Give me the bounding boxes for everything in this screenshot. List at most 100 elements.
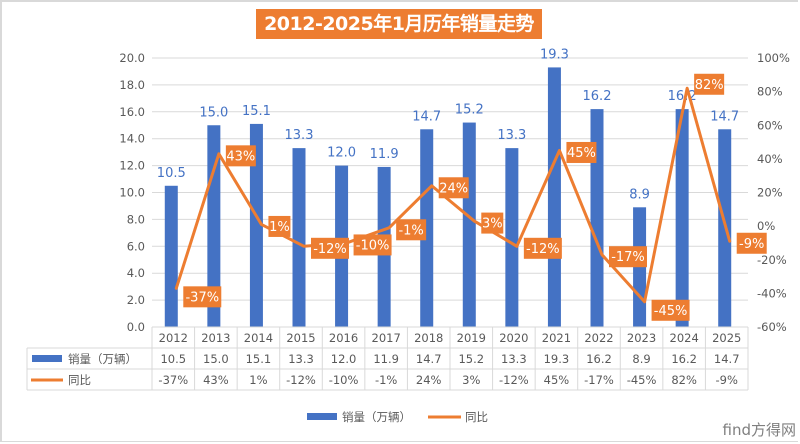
left-axis-ticks: 0.0 2.0 4.0 6.0 8.0 10.0 12.0 14.0 16.0 18.0 20.0 xyxy=(119,51,145,334)
bar xyxy=(164,185,178,327)
right-axis-tick-label: -20% xyxy=(757,253,787,267)
table-cell-yoy: 45% xyxy=(544,373,570,387)
line-data-label-text: -17% xyxy=(611,250,645,265)
line-data-label: 45% xyxy=(566,141,597,163)
line-data-label-box xyxy=(311,237,349,259)
line-data-label-text: -12% xyxy=(313,242,347,257)
category-label: 2021 xyxy=(542,331,571,345)
line-data-label: 3% xyxy=(481,212,504,234)
legend-key-bar xyxy=(307,413,337,420)
line-data-label: -9% xyxy=(736,232,767,254)
table-cell-yoy: -12% xyxy=(499,373,529,387)
line-data-label-box xyxy=(183,286,222,308)
table-cell-sales: 16.2 xyxy=(586,352,612,366)
bar xyxy=(249,123,263,327)
line-data-label: -37% xyxy=(183,286,222,308)
legend-label-sales: 销量（万辆） xyxy=(342,410,411,424)
bar xyxy=(590,109,604,327)
category-label: 2012 xyxy=(159,331,188,345)
table-cell-sales: 13.3 xyxy=(288,352,314,366)
line-data-labels: -37% 43% 1% -12% -10% -1% 24% 3% -12% 45% -17% -45%… xyxy=(183,73,767,321)
line-data-label: -1% xyxy=(396,219,427,241)
table-cell-sales: 16.2 xyxy=(671,352,697,366)
table-row-header-sales: 销量（万辆） xyxy=(68,352,137,366)
bar xyxy=(547,67,561,327)
right-axis-tick-label: 40% xyxy=(757,152,783,166)
bar-data-label: 15.0 xyxy=(199,105,228,120)
category-label: 2017 xyxy=(372,331,401,345)
table-cell-sales: 13.3 xyxy=(501,352,527,366)
line-data-label-text: 82% xyxy=(695,78,724,93)
right-axis-tick-label: 0% xyxy=(757,219,775,233)
left-axis-tick-label: 6.0 xyxy=(127,239,145,253)
line-data-label-box xyxy=(651,299,690,321)
table-cell-yoy: -1% xyxy=(375,373,397,387)
bar-data-label: 14.7 xyxy=(710,109,739,124)
line-data-label-box xyxy=(396,219,427,241)
category-label: 2014 xyxy=(244,331,273,345)
bar-data-label: 11.9 xyxy=(370,147,399,162)
bar-data-label: 16.2 xyxy=(583,89,612,104)
bar-data-labels: 10.5 15.0 15.1 13.3 12.0 11.9 14.7 15.2 13.3 19.3… xyxy=(157,47,739,202)
bar-data-label: 10.5 xyxy=(157,166,186,181)
line-data-label: 1% xyxy=(268,215,291,237)
table-legend-key-bar xyxy=(32,355,62,362)
left-axis-tick-label: 20.0 xyxy=(119,51,145,65)
bar xyxy=(675,109,689,327)
category-label: 2015 xyxy=(286,331,315,345)
legend: 销量（万辆） 同比 xyxy=(307,410,488,424)
category-label: 2013 xyxy=(201,331,230,345)
bar-data-label: 15.1 xyxy=(242,104,271,119)
line-data-label-text: 3% xyxy=(482,217,503,232)
watermark-logo: find方得网 xyxy=(722,421,796,439)
left-axis-tick-label: 10.0 xyxy=(119,186,145,200)
bar-data-label: 8.9 xyxy=(629,187,650,202)
bar-data-label: 19.3 xyxy=(540,47,569,62)
line-data-label-box xyxy=(736,232,767,254)
line-data-label-text: -12% xyxy=(526,242,560,257)
line-data-label-box xyxy=(609,246,647,268)
line-data-label: -45% xyxy=(651,299,690,321)
left-axis-tick-label: 12.0 xyxy=(119,159,145,173)
line-data-label: -12% xyxy=(523,237,562,259)
category-label: 2022 xyxy=(584,331,613,345)
line-data-label-box xyxy=(694,73,725,95)
data-table: 2012 10.5 -37% 2013 15.0 43% 2014 15.1 1% 2015 13.… xyxy=(26,326,749,391)
line-data-label-box xyxy=(438,177,469,199)
right-axis-tick-label: 20% xyxy=(757,186,783,200)
table-cell-yoy: 3% xyxy=(462,373,480,387)
bar xyxy=(505,148,519,327)
right-axis-ticks: -60% -40% -20% 0% 20% 40% 60% 80% 100% xyxy=(757,51,790,334)
line-data-label-box xyxy=(225,145,256,167)
line-data-label-text: -37% xyxy=(185,290,219,305)
left-axis-tick-label: 18.0 xyxy=(119,78,145,92)
right-axis-tick-label: -60% xyxy=(757,320,787,334)
bar-data-label: 13.3 xyxy=(497,128,526,143)
table-cell-sales: 10.5 xyxy=(160,352,186,366)
line-data-label-text: 24% xyxy=(439,181,468,196)
left-axis-tick-label: 2.0 xyxy=(127,293,145,307)
category-label: 2024 xyxy=(670,331,699,345)
line-data-label: 43% xyxy=(225,145,256,167)
table-cell-yoy: 82% xyxy=(671,373,697,387)
table-cell-yoy: -37% xyxy=(158,373,188,387)
right-axis-tick-label: 100% xyxy=(757,51,790,65)
table-cell-yoy: -12% xyxy=(286,373,316,387)
bar-series xyxy=(164,67,732,327)
category-label: 2020 xyxy=(499,331,528,345)
bar xyxy=(292,148,306,327)
bar-data-label: 13.3 xyxy=(285,128,314,143)
table-cell-yoy: 43% xyxy=(203,373,229,387)
left-axis-tick-label: 8.0 xyxy=(127,212,145,226)
line-data-label-box xyxy=(268,215,291,237)
line-data-label-box xyxy=(481,212,504,234)
table-cell-sales: 19.3 xyxy=(544,352,570,366)
left-axis-tick-label: 0.0 xyxy=(127,320,145,334)
table-cell-sales: 11.9 xyxy=(373,352,399,366)
category-label: 2016 xyxy=(329,331,358,345)
bar xyxy=(462,122,476,327)
table-cell-sales: 8.9 xyxy=(632,352,650,366)
left-axis-tick-label: 16.0 xyxy=(119,105,145,119)
line-data-label-text: 43% xyxy=(226,149,255,164)
line-data-label-text: -45% xyxy=(654,304,688,319)
